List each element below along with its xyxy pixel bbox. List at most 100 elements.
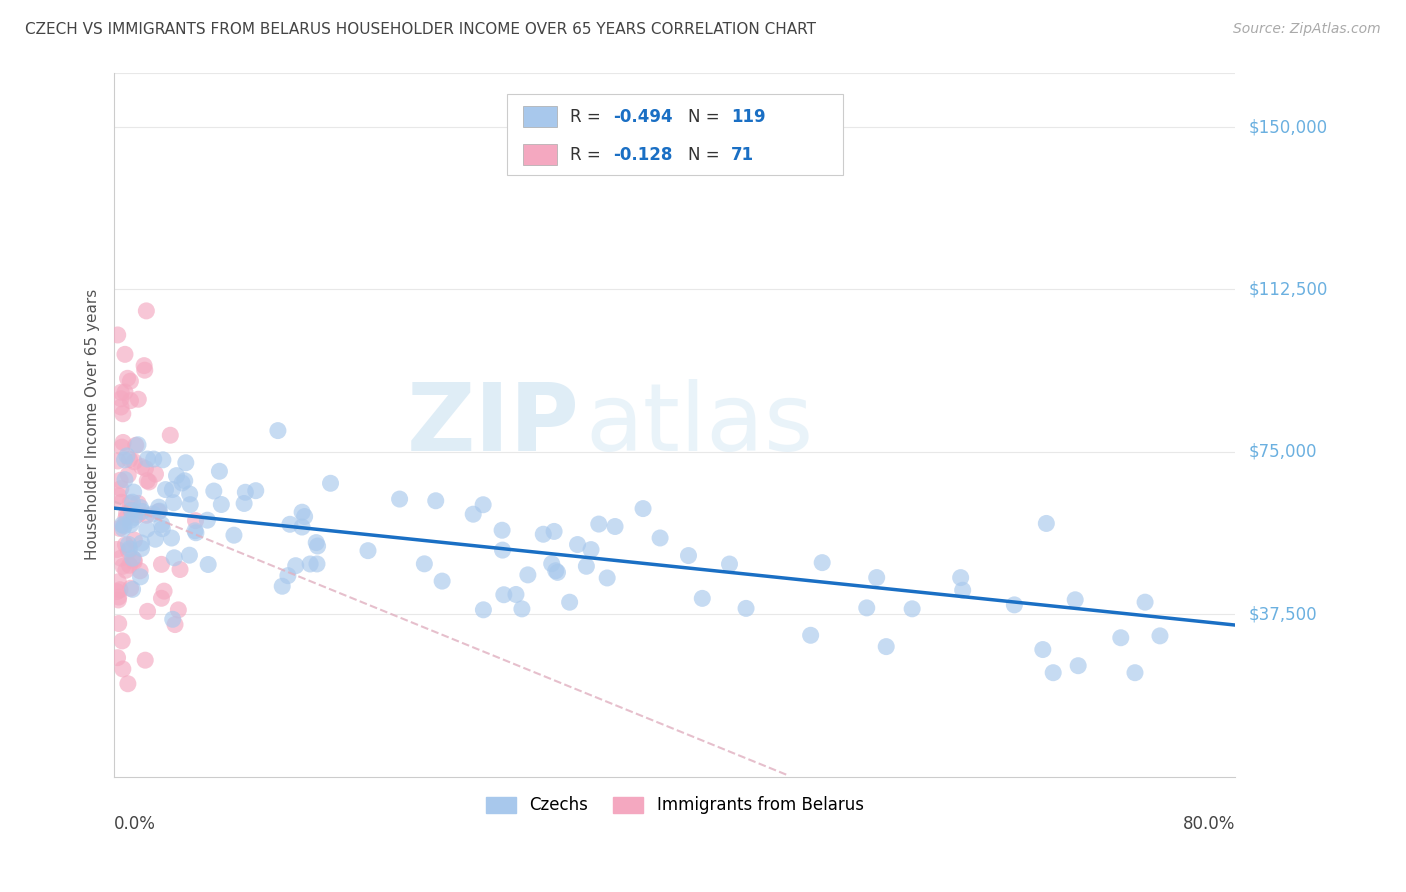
Point [150, 558, 173, 572]
Point [121, 495, 143, 509]
Point [111, 440, 134, 454]
Point [491, 523, 513, 537]
Point [430, 574, 453, 588]
Point [107, 454, 129, 468]
Point [110, 551, 132, 566]
Bar [523, 106, 557, 128]
Point [531, 527, 554, 541]
Point [174, 456, 197, 470]
Point [142, 452, 165, 467]
Point [540, 557, 562, 571]
Text: atlas: atlas [585, 379, 813, 471]
Point [319, 476, 342, 491]
Point [107, 593, 129, 607]
Point [388, 491, 411, 506]
Point [115, 507, 138, 521]
Point [184, 514, 207, 528]
Point [1067, 658, 1090, 673]
Point [648, 531, 671, 545]
Point [117, 371, 139, 385]
Text: R =: R = [571, 145, 612, 164]
Point [115, 563, 138, 577]
Point [184, 524, 207, 538]
Point [811, 556, 834, 570]
Point [277, 568, 299, 582]
Point [357, 543, 380, 558]
Point [153, 584, 176, 599]
Point [112, 435, 135, 450]
Point [575, 559, 598, 574]
Point [284, 558, 307, 573]
Point [294, 509, 316, 524]
Point [120, 393, 142, 408]
Point [162, 612, 184, 626]
Point [110, 495, 132, 509]
Point [162, 483, 184, 497]
Point [472, 498, 495, 512]
Point [136, 474, 159, 488]
Point [579, 542, 602, 557]
Point [120, 503, 142, 517]
Point [148, 500, 170, 515]
Point [413, 557, 436, 571]
Text: $37,500: $37,500 [1249, 606, 1317, 624]
Point [112, 522, 135, 536]
Point [505, 587, 527, 601]
Point [121, 551, 143, 566]
Point [143, 533, 166, 547]
Point [305, 535, 328, 549]
Point [134, 653, 156, 667]
Point [135, 508, 157, 523]
Legend: Czechs, Immigrants from Belarus: Czechs, Immigrants from Belarus [479, 789, 870, 821]
Point [463, 507, 485, 521]
Point [603, 519, 626, 533]
Point [155, 483, 177, 497]
Point [127, 392, 149, 407]
Point [136, 604, 159, 618]
Point [855, 600, 877, 615]
Point [305, 557, 328, 571]
Point [1149, 629, 1171, 643]
Point [567, 537, 589, 551]
Point [596, 571, 619, 585]
Point [112, 519, 135, 533]
Point [148, 504, 170, 518]
Point [278, 517, 301, 532]
Point [118, 541, 141, 556]
Point [222, 528, 245, 542]
Text: 80.0%: 80.0% [1182, 815, 1236, 833]
Point [107, 574, 129, 589]
Point [1133, 595, 1156, 609]
Text: 0.0%: 0.0% [114, 815, 156, 833]
Point [901, 602, 924, 616]
Point [114, 473, 136, 487]
Point [197, 558, 219, 572]
Point [124, 510, 146, 524]
Point [173, 474, 195, 488]
Point [134, 461, 156, 475]
Point [558, 595, 581, 609]
Point [179, 487, 201, 501]
Point [233, 485, 256, 500]
Point [735, 601, 758, 615]
Point [202, 484, 225, 499]
Point [131, 504, 153, 518]
Point [1042, 665, 1064, 680]
Text: 71: 71 [731, 145, 754, 164]
Point [114, 385, 136, 400]
Y-axis label: Householder Income Over 65 years: Householder Income Over 65 years [86, 289, 100, 560]
Point [108, 521, 131, 535]
Point [166, 468, 188, 483]
Point [510, 602, 533, 616]
Point [678, 549, 700, 563]
Point [111, 662, 134, 676]
Text: Source: ZipAtlas.com: Source: ZipAtlas.com [1233, 22, 1381, 37]
Text: R =: R = [571, 108, 606, 126]
Point [129, 500, 152, 515]
Point [118, 558, 141, 573]
Text: CZECH VS IMMIGRANTS FROM BELARUS HOUSEHOLDER INCOME OVER 65 YEARS CORRELATION CH: CZECH VS IMMIGRANTS FROM BELARUS HOUSEHO… [25, 22, 817, 37]
Text: $75,000: $75,000 [1249, 442, 1317, 461]
Point [127, 438, 149, 452]
Point [110, 385, 132, 400]
Text: $112,500: $112,500 [1249, 280, 1329, 299]
